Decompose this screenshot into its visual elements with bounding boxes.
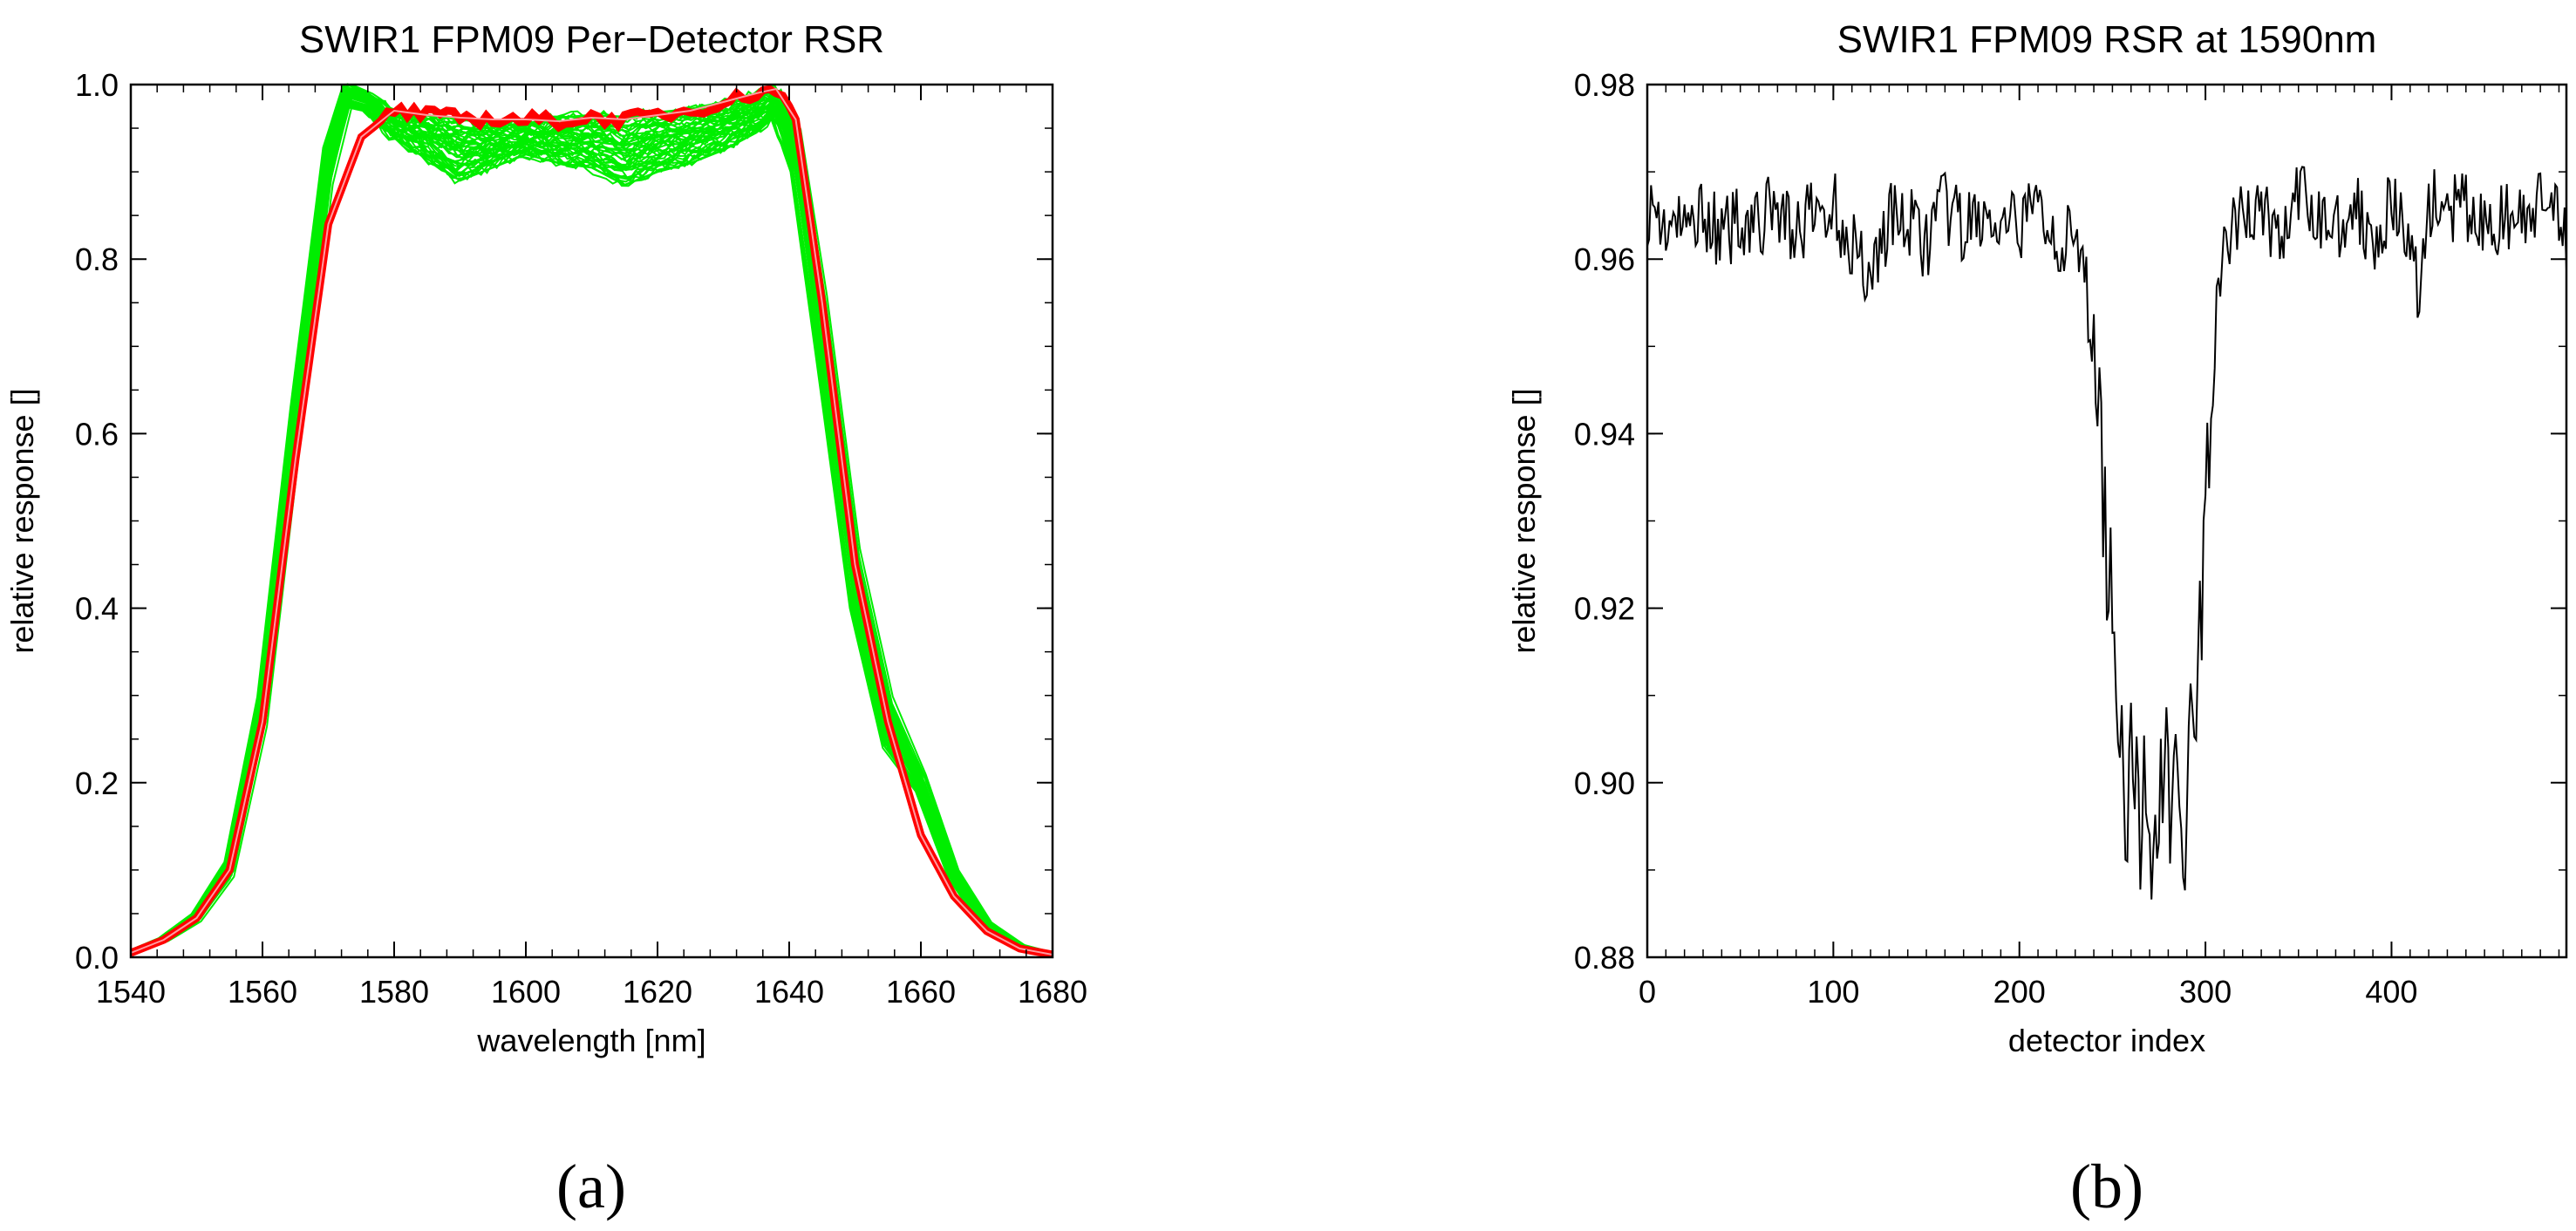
chart-b-y-axis-label: relative response [] <box>1506 388 1542 653</box>
detector-rsr-line <box>131 90 1052 956</box>
chart-a: SWIR1 FPM09 Per−Detector RSR 1540 1560 158… <box>4 18 1087 1058</box>
y-tick-label: 0.8 <box>75 241 119 277</box>
chart-a-x-axis-label: wavelength [nm] <box>476 1023 705 1058</box>
chart-b-ticks: 0 100 200 300 400 0.88 0.90 0.92 0.94 0.96 0.98 <box>1574 67 2566 1010</box>
detector-rsr-line <box>131 105 1051 956</box>
detector-rsr-line <box>131 88 1049 956</box>
x-tick-label: 1620 <box>623 974 692 1010</box>
detector-rsr-line <box>131 103 1053 956</box>
y-tick-label: 0.90 <box>1574 765 1635 801</box>
detector-rsr-line <box>131 92 1053 956</box>
chart-b-x-axis-label: detector index <box>2008 1023 2205 1058</box>
panel-label-a: (a) <box>556 1152 626 1221</box>
detector-rsr-line <box>131 84 1048 955</box>
detector-rsr-line <box>131 83 1052 955</box>
x-tick-label: 0 <box>1639 974 1656 1010</box>
series-line <box>131 105 1053 956</box>
detector-rsr-line <box>131 98 1048 956</box>
detector-rsr-line <box>131 89 1049 956</box>
chart-a-ticks: 1540 1560 1580 1600 1620 1640 1660 1680 0.0 0.2 0.… <box>75 67 1087 1010</box>
detector-rsr-line <box>131 98 1048 956</box>
y-tick-label: 1.0 <box>75 67 119 103</box>
x-tick-label: 1580 <box>359 974 429 1010</box>
detector-rsr-line <box>131 87 1049 956</box>
y-tick-label: 0.96 <box>1574 241 1635 277</box>
x-tick-label: 1540 <box>96 974 166 1010</box>
x-tick-label: 200 <box>1993 974 2046 1010</box>
x-tick-label: 1600 <box>491 974 561 1010</box>
x-tick-label: 1660 <box>886 974 956 1010</box>
detector-rsr-line <box>131 88 1051 956</box>
mean-rsr-highlight <box>131 87 1053 956</box>
y-tick-label: 0.94 <box>1574 416 1635 452</box>
y-tick-label: 0.0 <box>75 940 119 976</box>
detector-rsr-line <box>131 105 1048 956</box>
detector-rsr-line <box>131 97 1050 956</box>
y-tick-label: 0.2 <box>75 765 119 801</box>
chart-a-y-axis-label: relative response [] <box>4 388 40 653</box>
y-tick-label: 0.6 <box>75 416 119 452</box>
detector-rsr-line <box>131 91 1048 956</box>
x-tick-label: 1560 <box>228 974 297 1010</box>
detector-rsr-line <box>131 92 1052 956</box>
panel-label-b: (b) <box>2070 1152 2143 1221</box>
chart-a-plot-area <box>131 83 1053 957</box>
chart-b: SWIR1 FPM09 RSR at 1590nm 0 100 200 300 4000… <box>1506 18 2568 1058</box>
detector-rsr-line <box>131 92 1050 956</box>
y-tick-label: 0.92 <box>1574 591 1635 627</box>
y-tick-label: 0.88 <box>1574 940 1635 976</box>
detector-rsr-line <box>131 104 1048 956</box>
y-tick-label: 0.98 <box>1574 67 1635 103</box>
chart-b-title: SWIR1 FPM09 RSR at 1590nm <box>1837 18 2377 61</box>
x-tick-label: 1680 <box>1018 974 1087 1010</box>
detector-rsr-line <box>131 85 1053 956</box>
detector-rsr-line <box>131 95 1051 956</box>
detector-rsr-line <box>131 102 1049 956</box>
detector-rsr-line <box>131 99 1048 956</box>
x-tick-label: 400 <box>2365 974 2417 1010</box>
y-tick-label: 0.4 <box>75 591 119 627</box>
detector-rsr-line <box>131 101 1050 956</box>
mean-rsr-line <box>131 85 1053 957</box>
detector-rsr-line <box>131 93 1050 956</box>
chart-a-title: SWIR1 FPM09 Per−Detector RSR <box>299 18 884 61</box>
x-tick-label: 1640 <box>754 974 824 1010</box>
chart-b-plot-area <box>1647 166 2566 900</box>
detector-rsr-line <box>131 85 1048 956</box>
x-tick-label: 100 <box>1807 974 1859 1010</box>
detector-rsr-line <box>131 85 1050 956</box>
x-tick-label: 300 <box>2179 974 2232 1010</box>
rsr-1590nm-line <box>1647 166 2566 900</box>
